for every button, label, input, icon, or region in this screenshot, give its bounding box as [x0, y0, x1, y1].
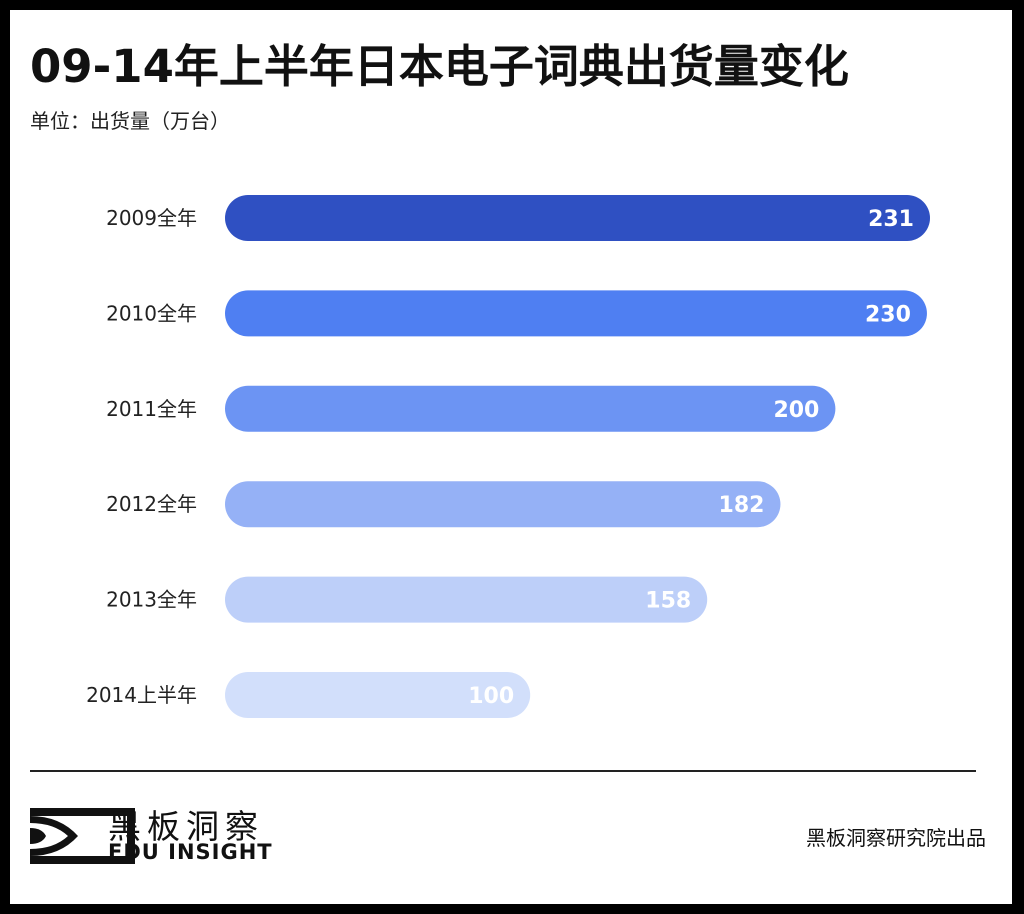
data-label: 158 — [645, 589, 691, 614]
brand-name-cn: 黑板洞察 — [108, 807, 264, 846]
category-label: 2010全年 — [106, 301, 197, 325]
category-label: 2009全年 — [106, 206, 197, 230]
bar — [225, 290, 927, 337]
divider — [30, 770, 976, 772]
data-label: 231 — [868, 207, 914, 232]
chart-card — [10, 10, 1012, 904]
bar — [225, 672, 531, 718]
chart-title: 09-14年上半年日本电子词典出货量变化 — [30, 40, 849, 93]
bar — [225, 576, 708, 623]
unit-label: 单位：出货量（万台） — [30, 109, 230, 133]
category-label: 2011全年 — [106, 397, 197, 421]
data-label: 182 — [719, 493, 765, 518]
category-label: 2013全年 — [106, 588, 197, 612]
category-label: 2012全年 — [106, 492, 197, 516]
bar — [225, 195, 930, 241]
bar — [225, 385, 836, 432]
edu-insight-logo-icon — [30, 808, 135, 864]
bar — [225, 481, 781, 528]
brand-name-en: EDU INSIGHT — [108, 840, 273, 864]
data-label: 230 — [865, 302, 911, 327]
category-label: 2014上半年 — [86, 683, 197, 707]
data-label: 200 — [773, 398, 819, 423]
credit-text: 黑板洞察研究院出品 — [806, 826, 986, 850]
bar-chart: 2009全年 231 2010全年 230 2011全年 200 2012全年 182 2013… — [86, 195, 930, 718]
data-label: 100 — [468, 684, 514, 709]
